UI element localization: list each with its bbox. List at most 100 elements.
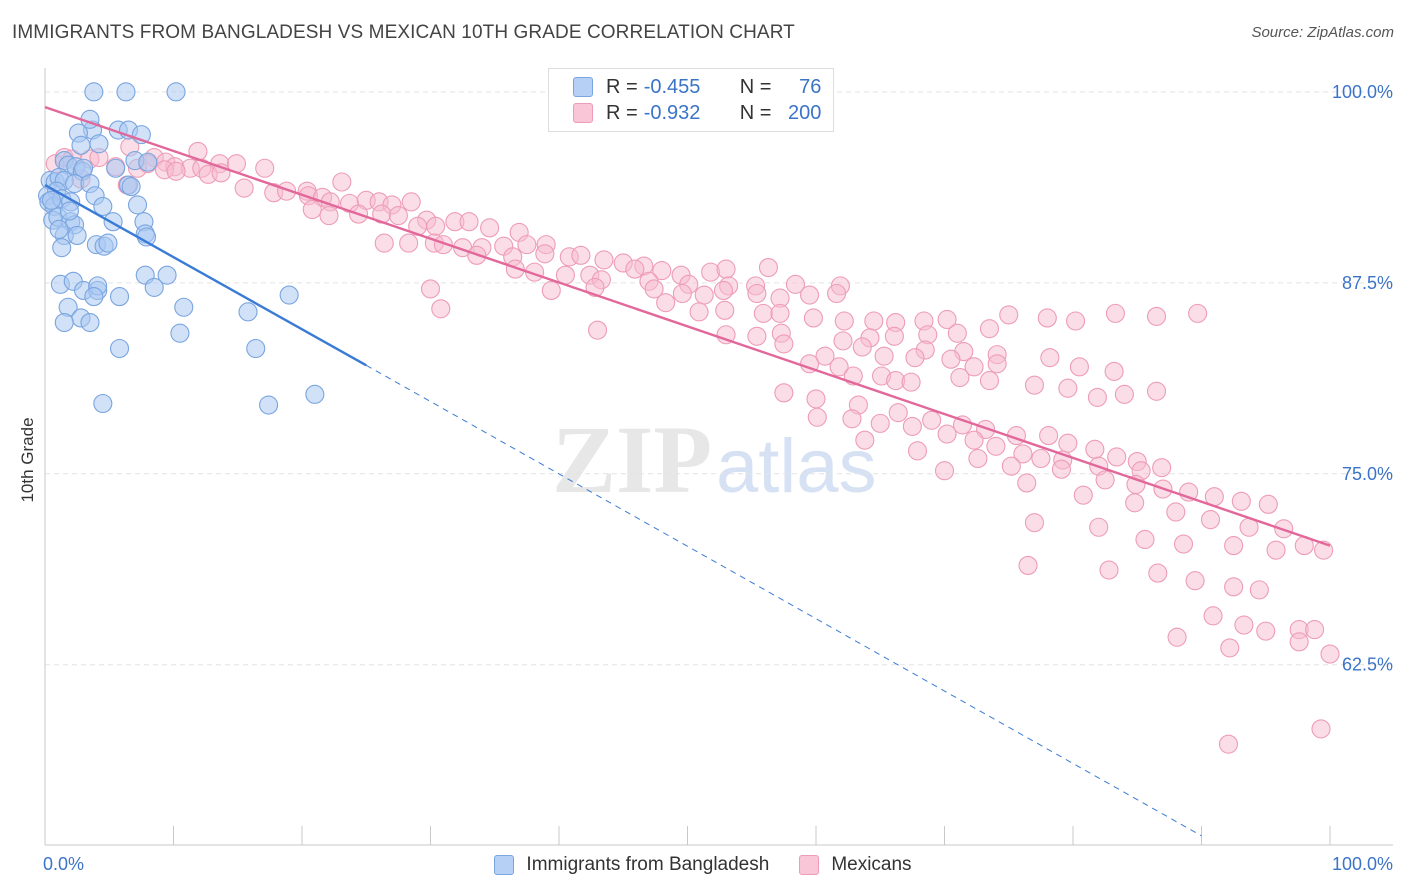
trend-line-bangladesh xyxy=(44,184,367,367)
point-mexicans xyxy=(987,354,1007,374)
point-mexicans xyxy=(842,409,862,429)
point-mexicans xyxy=(747,326,767,346)
point-mexicans xyxy=(1258,494,1278,514)
point-mexicans xyxy=(1031,448,1051,469)
point-mexicans xyxy=(901,372,921,392)
swatch-pink xyxy=(799,855,820,875)
point-mexicans xyxy=(1087,387,1107,407)
point-mexicans xyxy=(480,218,500,238)
point-mexicans xyxy=(884,326,904,346)
point-mexicans xyxy=(1099,560,1119,580)
point-mexicans xyxy=(594,250,614,270)
source-label: Source: ZipAtlas.com xyxy=(1251,24,1394,41)
point-mexicans xyxy=(1203,606,1223,626)
point-mexicans xyxy=(716,259,736,279)
point-bangladesh xyxy=(49,219,69,239)
point-mexicans xyxy=(803,308,823,328)
watermark-atlas: atlas xyxy=(716,424,877,509)
point-mexicans xyxy=(979,371,1000,391)
point-bangladesh xyxy=(259,395,279,415)
point-mexicans xyxy=(302,199,322,220)
point-mexicans xyxy=(1305,620,1325,640)
watermark: ZIP atlas xyxy=(552,406,877,513)
point-mexicans xyxy=(852,337,872,357)
point-mexicans xyxy=(753,303,773,323)
legend-item-mexicans[interactable]: Mexicans xyxy=(799,854,912,876)
point-mexicans xyxy=(433,235,453,255)
stats-row-bangladesh: R = -0.455 N = 76 xyxy=(573,74,821,100)
point-mexicans xyxy=(774,334,794,354)
point-bangladesh xyxy=(84,287,104,307)
point-bangladesh xyxy=(238,302,258,322)
point-mexicans xyxy=(1218,734,1239,754)
stats-row-mexicans: R = -0.932 N = 200 xyxy=(573,100,821,126)
point-mexicans xyxy=(319,206,339,226)
point-mexicans xyxy=(1224,536,1244,556)
legend-label: Mexicans xyxy=(831,854,912,875)
point-mexicans xyxy=(1146,381,1167,401)
point-mexicans xyxy=(833,331,853,351)
y-axis-label: 10th Grade xyxy=(18,417,37,503)
series-legend: Immigrants from Bangladesh Mexicans xyxy=(0,852,1406,878)
point-bangladesh xyxy=(89,134,109,154)
point-mexicans xyxy=(1125,493,1145,513)
point-mexicans xyxy=(1107,447,1127,467)
point-mexicans xyxy=(1152,458,1172,478)
point-mexicans xyxy=(541,280,561,301)
point-mexicans xyxy=(1188,303,1208,323)
point-bangladesh xyxy=(166,82,186,102)
point-bangladesh xyxy=(279,285,299,305)
mexicans-points xyxy=(45,137,1340,754)
point-mexicans xyxy=(907,441,928,461)
point-mexicans xyxy=(1167,627,1187,647)
point-mexicans xyxy=(716,325,736,345)
point-bangladesh xyxy=(121,177,141,197)
point-mexicans xyxy=(1166,502,1186,522)
point-mexicans xyxy=(505,259,525,279)
point-bangladesh xyxy=(127,195,148,215)
point-mexicans xyxy=(1311,719,1331,739)
point-bangladesh xyxy=(116,82,136,102)
point-mexicans xyxy=(902,416,922,436)
point-mexicans xyxy=(1289,632,1309,652)
point-mexicans xyxy=(234,178,254,198)
point-mexicans xyxy=(1114,384,1134,404)
point-mexicans xyxy=(905,348,925,368)
point-mexicans xyxy=(1013,444,1033,464)
point-mexicans xyxy=(1173,534,1194,554)
point-mexicans xyxy=(1135,529,1155,550)
point-mexicans xyxy=(1001,456,1021,476)
point-bangladesh xyxy=(84,82,104,102)
r-value: -0.455 xyxy=(643,75,701,98)
point-mexicans xyxy=(1266,540,1286,560)
trend-line-bangladesh-extrapolated xyxy=(366,364,1202,837)
point-bangladesh xyxy=(174,297,194,317)
point-bangladesh xyxy=(106,158,126,178)
point-mexicans xyxy=(1249,580,1269,600)
legend-item-bangladesh[interactable]: Immigrants from Bangladesh xyxy=(494,854,769,876)
point-mexicans xyxy=(277,181,297,201)
point-mexicans xyxy=(1017,473,1037,493)
bangladesh-points xyxy=(38,82,325,415)
point-bangladesh xyxy=(59,201,79,221)
point-mexicans xyxy=(941,349,961,369)
point-mexicans xyxy=(1039,426,1059,446)
point-mexicans xyxy=(1320,644,1340,664)
r-label: R = xyxy=(606,101,638,124)
point-mexicans xyxy=(864,311,884,331)
point-bangladesh xyxy=(93,196,113,216)
x-tick-label: 100.0% xyxy=(1332,854,1393,874)
point-mexicans xyxy=(587,320,608,340)
point-mexicans xyxy=(1085,439,1105,459)
point-mexicans xyxy=(689,302,709,322)
point-mexicans xyxy=(855,430,875,450)
swatch-pink xyxy=(573,103,593,123)
point-mexicans xyxy=(459,212,479,232)
point-mexicans xyxy=(1256,621,1276,641)
chart-title: IMMIGRANTS FROM BANGLADESH VS MEXICAN 10… xyxy=(12,22,795,43)
point-mexicans xyxy=(255,158,275,178)
x-tick-label: 0.0% xyxy=(43,854,84,874)
point-mexicans xyxy=(815,346,835,366)
point-mexicans xyxy=(656,293,676,313)
